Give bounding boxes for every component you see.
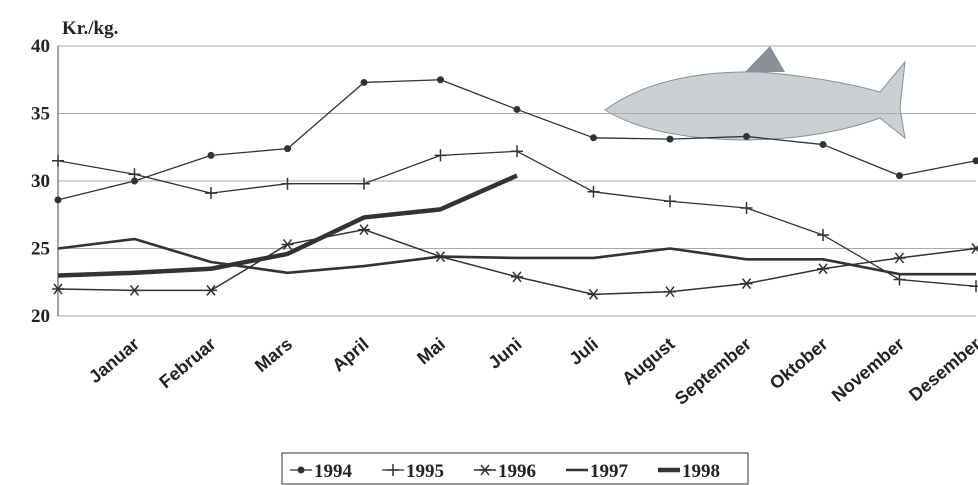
legend-marker [479,464,491,476]
point [513,105,521,113]
point [131,177,138,185]
point [52,283,64,295]
point [740,278,753,290]
point [205,284,217,296]
x-tick-label: Februar [155,334,219,392]
point [511,145,523,158]
y-tick-label: 20 [31,306,50,327]
point [666,135,674,143]
x-tick-label: August [618,334,678,389]
x-tick-label: Juni [484,334,525,373]
series-line [57,173,518,278]
point [819,141,827,149]
series-line [57,237,976,276]
point [358,177,370,190]
point [434,149,447,162]
y-tick-label: 35 [31,104,50,125]
point [970,280,978,293]
point [437,76,444,84]
point [207,151,215,159]
y-tick-label: 40 [31,36,50,57]
point [360,78,368,86]
legend-box [281,452,749,485]
point [587,288,600,300]
point [590,134,597,142]
point [52,154,64,167]
point [511,271,523,283]
x-tick-label: Oktober [766,334,832,394]
point [817,229,829,241]
point [743,132,750,140]
point [970,243,978,254]
x-tick-label: Juli [565,334,602,369]
y-axis-label: Kr./kg. [62,18,118,39]
legend-label: 1995 [406,461,444,482]
y-tick-label: 25 [31,239,50,260]
point [893,273,906,286]
point [587,185,600,198]
point [358,224,370,236]
legend-marker [387,464,399,476]
point [205,187,217,200]
x-tick-label: Januar [85,334,143,387]
point [281,238,294,250]
legend-label: 1994 [314,461,353,482]
x-tick-label: April [328,334,372,376]
point [54,196,62,204]
legend-label: 1996 [498,461,536,482]
point [817,263,829,275]
legend-label: 1997 [590,461,629,482]
point [740,202,753,214]
x-tick-label: September [671,334,755,409]
point [128,284,141,296]
point [664,286,676,298]
point [896,172,903,180]
x-tick-label: November [828,334,908,406]
point [664,195,676,208]
point [284,145,291,153]
x-tick-label: Mai [413,334,449,369]
point [128,168,141,181]
x-tick-label: Mars [251,334,296,376]
point [893,252,906,264]
x-tick-label: Desember [905,334,978,405]
legend-label: 1998 [682,461,720,482]
legend-marker [297,466,305,474]
y-tick-label: 30 [31,171,50,192]
point [972,157,978,165]
fish-picture [604,46,906,141]
point [281,177,294,190]
